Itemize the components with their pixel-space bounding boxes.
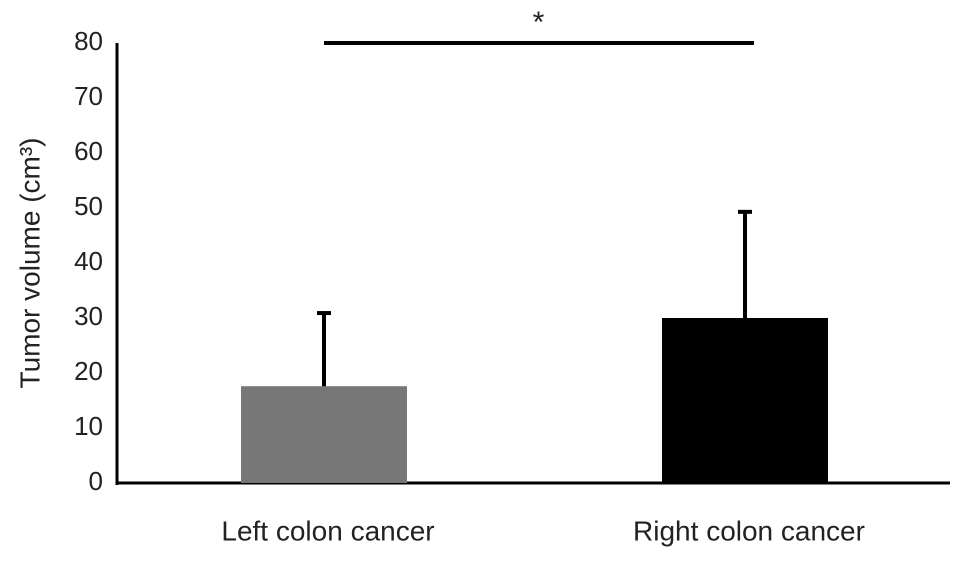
y-axis-label: Tumor volume (cm³) [14,138,45,389]
y-tick-label: 40 [74,246,103,276]
y-tick-label: 60 [74,136,103,166]
y-tick-label: 80 [74,26,103,56]
y-tick-label: 50 [74,191,103,221]
y-tick-label: 0 [89,466,103,496]
y-tick-label: 70 [74,81,103,111]
x-tick-label: Left colon cancer [221,515,434,546]
significance-marker: * [533,6,545,39]
bar [241,386,407,483]
x-tick-label: Right colon cancer [633,515,865,546]
y-tick-label: 30 [74,301,103,331]
y-tick-label: 10 [74,411,103,441]
bar [662,318,828,483]
y-tick-label: 20 [74,356,103,386]
